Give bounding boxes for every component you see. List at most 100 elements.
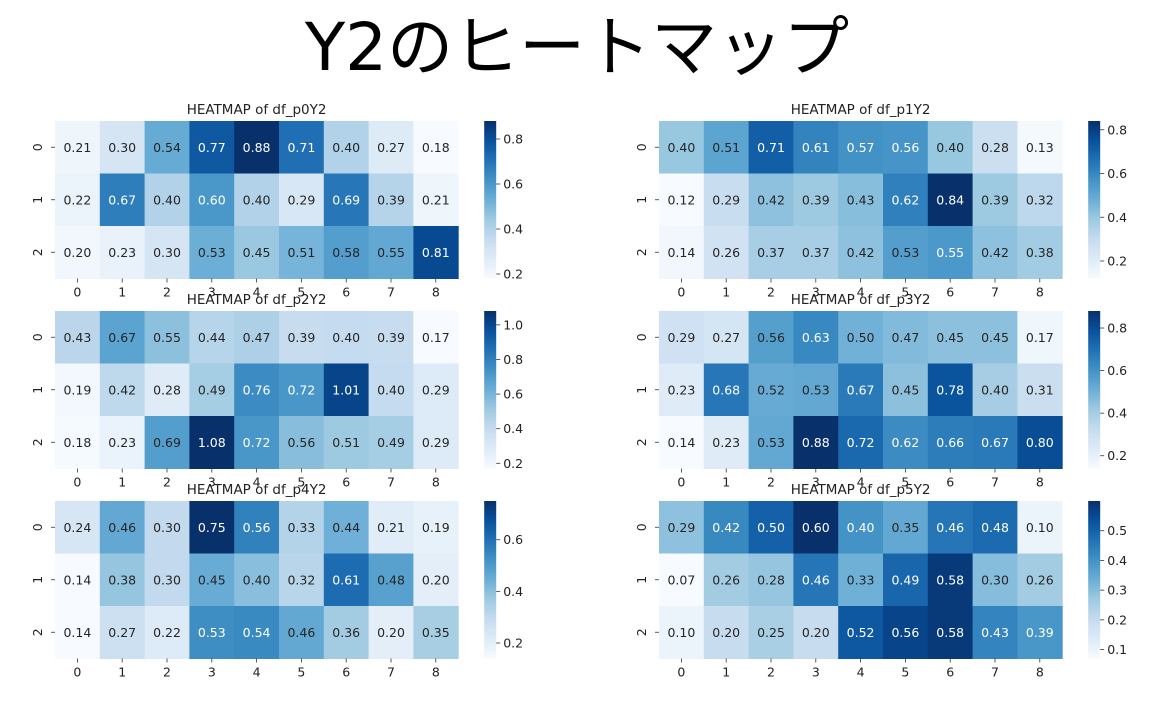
heatmap-cell [883,311,929,364]
colorbar [484,121,497,279]
heatmap-cell [144,553,190,607]
colorbar-tick-label: 0.4 [1107,210,1127,225]
cell-value-label: 0.55 [377,245,405,260]
heatmap-cell [927,121,974,174]
heatmap-cell [368,606,414,659]
heatmap-cell [234,173,280,227]
heatmap-cell [793,363,839,417]
heatmap-cell [703,173,750,227]
x-tick-label: 3 [208,665,216,680]
cell-value-label: 0.42 [981,245,1009,260]
heatmap-cell [189,121,235,174]
cell-value-label: 0.25 [757,625,785,640]
heatmap-cell [144,173,190,227]
heatmap-cell [972,501,1018,554]
cell-value-label: 0.53 [198,625,226,640]
cell-value-label: 0.49 [198,382,226,397]
colorbar-tick-label: 0.8 [1107,321,1127,336]
cell-value-label: 0.84 [936,192,964,207]
heatmap-cell [323,226,370,279]
cell-value-label: 0.77 [198,140,226,155]
cell-value-label: 0.10 [1026,520,1054,535]
x-tick-label: 3 [812,475,820,490]
heatmap-cell [413,553,459,607]
cell-value-label: 0.23 [108,245,136,260]
cell-value-label: 0.45 [243,245,271,260]
cell-value-label: 0.40 [332,140,360,155]
colorbar-tick-label: 0.2 [1107,448,1127,463]
cell-value-label: 0.42 [847,245,875,260]
cell-value-label: 0.26 [712,572,740,587]
heatmap-cell [1017,416,1063,469]
heatmap-cell [748,606,794,659]
heatmap-cell [144,121,190,174]
colorbar [484,311,497,469]
heatmap-cell [234,501,280,554]
x-tick-label: 7 [387,665,395,680]
heatmap-cell [144,501,190,554]
heatmap-cell [144,606,190,659]
heatmap-cell [413,311,459,364]
colorbar-tick-label: 0.4 [503,421,523,436]
y-tick-label: 0 [30,333,45,341]
heatmap-cell [55,173,101,227]
heatmap-cell [279,363,325,417]
x-tick-label: 1 [118,475,126,490]
heatmap-cell [838,311,884,364]
colorbar-tick-label: 0.4 [503,222,523,237]
heatmap-cell [189,226,235,279]
x-tick-label: 0 [677,665,685,680]
y-tick-label: 1 [30,196,45,204]
heatmap-cell [279,606,325,659]
cell-value-label: 0.42 [757,192,785,207]
colorbar-tick-label: 0.2 [503,267,523,282]
cell-value-label: 0.56 [287,435,315,450]
cell-value-label: 0.71 [287,140,315,155]
cell-value-label: 0.61 [802,140,830,155]
cell-value-label: 0.39 [287,330,315,345]
cell-value-label: 0.67 [108,330,136,345]
heatmap-cell [748,173,794,227]
heatmap-cell [189,173,235,227]
heatmap-cell [55,416,101,469]
cell-value-label: 0.26 [712,245,740,260]
heatmap-cell [323,121,370,174]
cell-value-label: 0.27 [377,140,405,155]
heatmap-cell [413,363,459,417]
heatmap-cell [99,121,146,174]
x-tick-label: 3 [812,665,820,680]
heatmap-cell [279,501,325,554]
cell-value-label: 0.38 [108,572,136,587]
cell-value-label: 0.40 [377,382,405,397]
cell-value-label: 0.21 [422,192,450,207]
colorbar-tick-label: 0.4 [1107,553,1127,568]
heatmap-cell [234,606,280,659]
cell-value-label: 0.28 [153,382,181,397]
heatmap-cell [883,173,929,227]
heatmap-cell [55,553,101,607]
x-tick-label: 1 [118,285,126,300]
cell-value-label: 0.43 [63,330,91,345]
cell-value-label: 0.67 [108,192,136,207]
heatmap-cell [659,501,705,554]
heatmap-title: HEATMAP of df_p4Y2 [187,482,327,498]
heatmap-cell [189,606,235,659]
heatmap-cell [659,416,705,469]
heatmap-cell [323,416,370,469]
cell-value-label: 0.29 [712,192,740,207]
heatmap-cell [793,226,839,279]
colorbar-tick-label: 0.4 [1107,406,1127,421]
heatmap-cell [99,416,146,469]
x-tick-label: 8 [432,285,440,300]
x-tick-label: 1 [722,475,730,490]
x-tick-label: 7 [991,665,999,680]
cell-value-label: 0.23 [712,435,740,450]
heatmap-cell [279,226,325,279]
colorbar-tick-label: 0.2 [1107,254,1127,269]
y-tick-label: 2 [634,248,649,256]
y-tick-label: 1 [30,386,45,394]
heatmap-cell [927,501,974,554]
